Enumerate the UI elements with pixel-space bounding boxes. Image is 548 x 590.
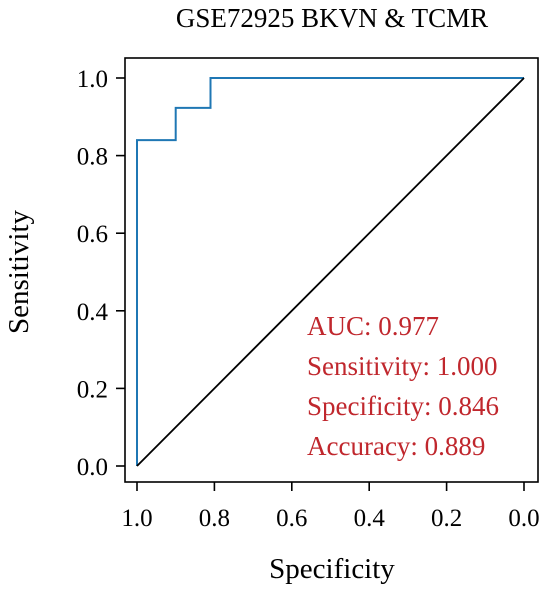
roc-curve (136, 77, 524, 466)
annotation-line: Accuracy: 0.889 (307, 431, 485, 461)
annotation-line: Sensitivity: 1.000 (307, 351, 498, 381)
series-layer (136, 77, 525, 467)
x-tick-label: 0.4 (354, 505, 386, 532)
y-tick-label: 0.4 (77, 299, 109, 326)
annotation-line: Specificity: 0.846 (307, 391, 499, 421)
plot-frame (124, 57, 539, 483)
x-tick-label: 0.8 (199, 505, 230, 532)
annotation-block: AUC: 0.977 Sensitivity: 1.000 Specificity:… (307, 311, 499, 461)
y-axis-label: Sensitivity (3, 209, 35, 334)
y-tick-label: 0.2 (77, 376, 108, 403)
y-tick-label: 0.6 (77, 221, 108, 248)
x-tick-label: 0.2 (431, 505, 462, 532)
y-tick-label: 0.8 (77, 144, 108, 171)
y-axis: 0.0 0.2 0.4 0.6 0.8 1.0 (77, 66, 125, 481)
y-tick-label: 0.0 (77, 454, 108, 481)
x-tick-label: 0.0 (508, 505, 539, 532)
x-axis: 1.0 0.8 0.6 0.4 0.2 0.0 (121, 482, 540, 532)
annotation-line: AUC: 0.977 (307, 311, 439, 341)
x-tick-label: 0.6 (276, 505, 307, 532)
y-tick-label: 1.0 (77, 66, 108, 93)
x-axis-label: Specificity (269, 553, 395, 585)
reference-diagonal (136, 77, 525, 467)
x-tick-label: 1.0 (121, 505, 152, 532)
chart-title: GSE72925 BKVN & TCMR (176, 3, 488, 33)
